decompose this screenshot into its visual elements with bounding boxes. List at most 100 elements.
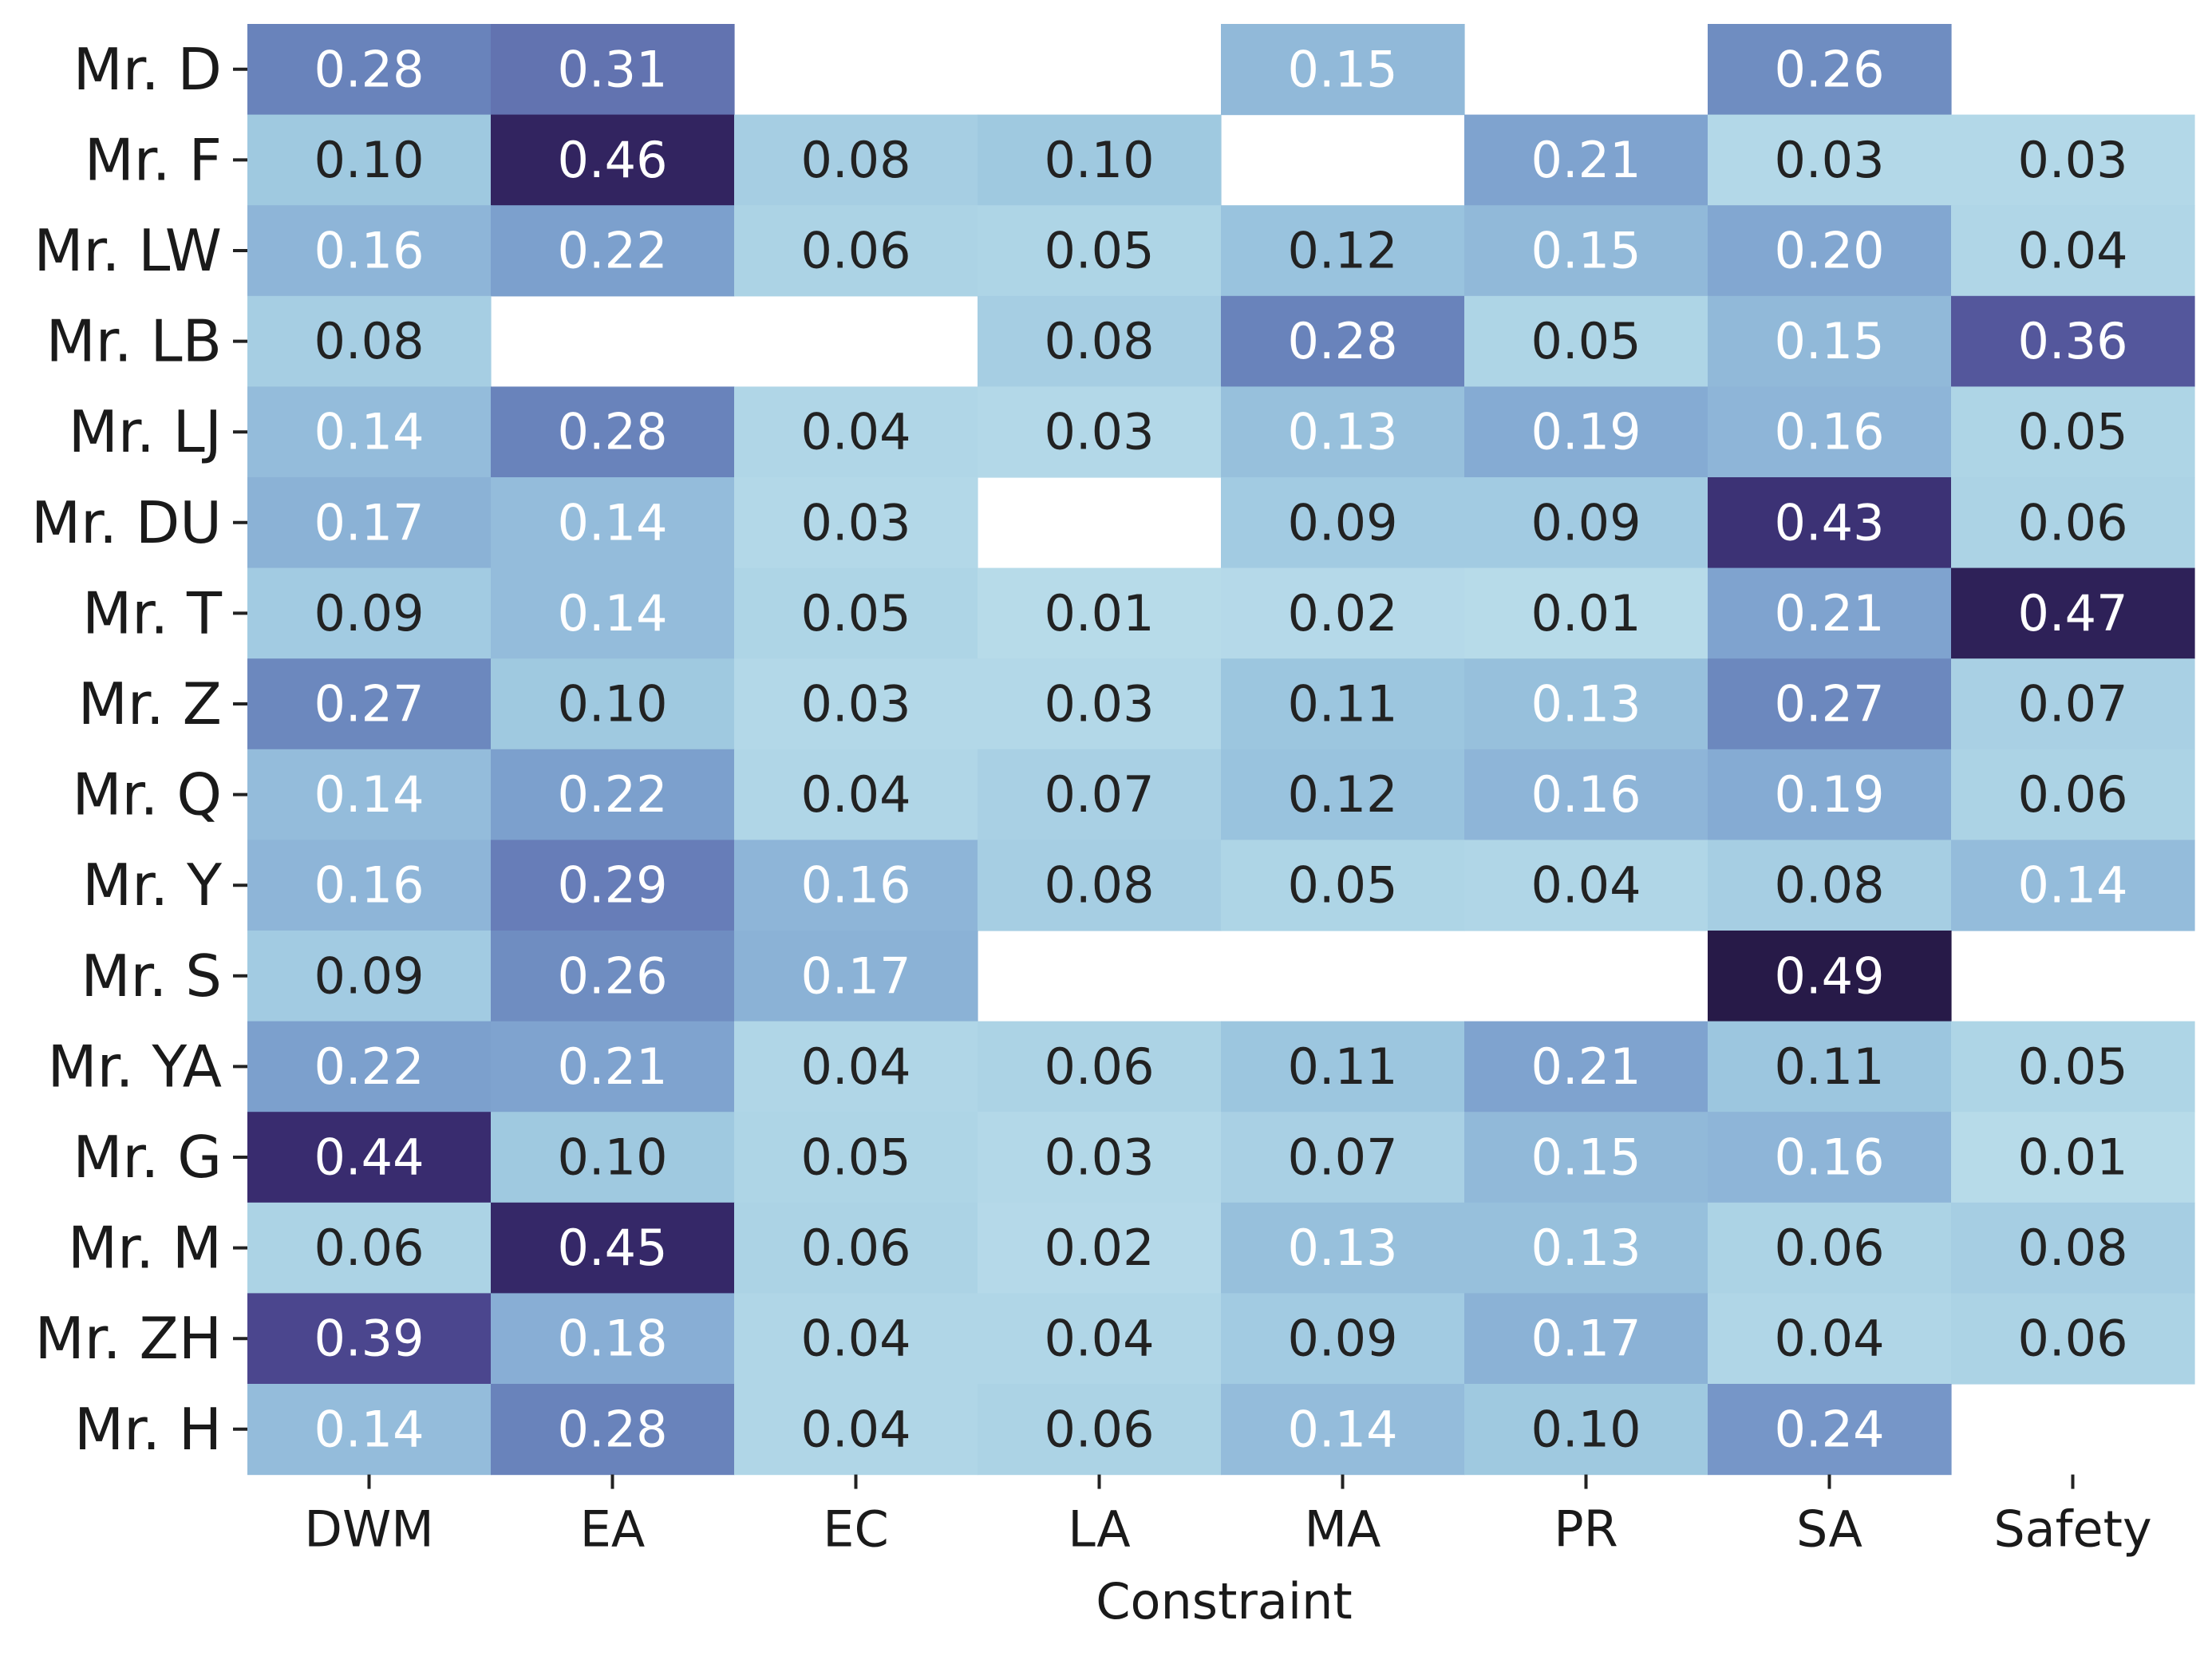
cell-mr-q-ec <box>734 749 978 840</box>
cell-mr-du-safety <box>1951 477 2195 569</box>
cell-mr-g-dwm <box>247 1112 492 1203</box>
cell-mr-y-pr <box>1464 840 1708 931</box>
cell-mr-s-ea <box>491 931 735 1022</box>
cell-mr-q-ma <box>1221 749 1465 840</box>
cell-label-mr-zh-sa: 0.04 <box>1774 1310 1884 1368</box>
cell-label-mr-zh-safety: 0.06 <box>2017 1310 2127 1368</box>
y-tick-label-mr-s: Mr. S <box>81 943 222 1010</box>
cell-mr-du-dwm <box>247 477 492 569</box>
cell-mr-lj-ec <box>734 386 978 478</box>
cell-mr-lb-dwm <box>247 295 492 387</box>
cell-label-mr-t-sa: 0.21 <box>1774 584 1884 642</box>
cell-label-mr-z-ma: 0.11 <box>1287 675 1397 733</box>
cell-label-mr-y-ea: 0.29 <box>557 856 667 915</box>
cell-label-mr-q-la: 0.07 <box>1044 765 1154 824</box>
cell-label-mr-lj-safety: 0.05 <box>2017 403 2127 461</box>
cell-label-mr-lw-ec: 0.06 <box>800 222 910 280</box>
cell-label-mr-t-ec: 0.05 <box>800 584 910 642</box>
cell-label-mr-m-ma: 0.13 <box>1287 1219 1397 1277</box>
cell-mr-d-ma <box>1221 24 1465 116</box>
y-tick-label-mr-h: Mr. H <box>74 1396 222 1463</box>
cell-label-mr-ya-safety: 0.05 <box>2017 1037 2127 1096</box>
cell-label-mr-f-pr: 0.21 <box>1531 131 1641 189</box>
cell-label-mr-m-la: 0.02 <box>1044 1219 1154 1277</box>
cell-label-mr-ya-la: 0.06 <box>1044 1037 1154 1096</box>
cell-mr-lj-pr <box>1464 386 1708 478</box>
cell-label-mr-t-la: 0.01 <box>1044 584 1154 642</box>
cell-mr-h-la <box>978 1384 1222 1476</box>
cell-mr-g-ea <box>491 1112 735 1203</box>
cell-mr-du-pr <box>1464 477 1708 569</box>
cell-mr-lj-dwm <box>247 386 492 478</box>
cell-label-mr-g-dwm: 0.44 <box>314 1128 424 1187</box>
cell-mr-q-sa <box>1708 749 1952 840</box>
cell-mr-f-pr <box>1464 114 1708 206</box>
cell-mr-q-la <box>978 749 1222 840</box>
cell-label-mr-s-sa: 0.49 <box>1774 947 1884 1005</box>
cell-label-mr-f-ec: 0.08 <box>800 131 910 189</box>
cell-mr-h-ma <box>1221 1384 1465 1476</box>
x-axis-label: Constraint <box>1096 1572 1352 1630</box>
cell-label-mr-t-ma: 0.02 <box>1287 584 1397 642</box>
cell-mr-zh-ea <box>491 1293 735 1385</box>
cell-label-mr-q-ea: 0.22 <box>557 765 667 824</box>
cell-mr-y-ec <box>734 840 978 931</box>
cell-mr-g-la <box>978 1112 1222 1203</box>
cell-mr-zh-la <box>978 1293 1222 1385</box>
cell-label-mr-lb-la: 0.08 <box>1044 312 1154 370</box>
cell-mr-d-sa <box>1708 24 1952 116</box>
cell-label-mr-z-sa: 0.27 <box>1774 675 1884 733</box>
cell-mr-z-dwm <box>247 658 492 750</box>
cell-mr-lw-ec <box>734 205 978 297</box>
cell-label-mr-lj-dwm: 0.14 <box>314 403 424 461</box>
cell-mr-t-la <box>978 567 1222 659</box>
cell-label-mr-y-dwm: 0.16 <box>314 856 424 915</box>
cell-mr-z-ec <box>734 658 978 750</box>
cell-label-mr-lw-sa: 0.20 <box>1774 222 1884 280</box>
cell-mr-du-sa <box>1708 477 1952 569</box>
cell-label-mr-zh-pr: 0.17 <box>1531 1310 1641 1368</box>
cell-label-mr-f-safety: 0.03 <box>2017 131 2127 189</box>
cell-label-mr-g-sa: 0.16 <box>1774 1128 1884 1187</box>
cell-mr-ya-ec <box>734 1021 978 1113</box>
cell-mr-d-dwm <box>247 24 492 116</box>
cell-label-mr-d-ma: 0.15 <box>1287 40 1397 98</box>
cell-mr-du-ec <box>734 477 978 569</box>
cell-label-mr-zh-ec: 0.04 <box>800 1310 910 1368</box>
cell-label-mr-m-sa: 0.06 <box>1774 1219 1884 1277</box>
cell-label-mr-g-la: 0.03 <box>1044 1128 1154 1187</box>
cell-label-mr-z-la: 0.03 <box>1044 675 1154 733</box>
cell-label-mr-du-dwm: 0.17 <box>314 493 424 551</box>
y-tick-label-mr-lj: Mr. LJ <box>69 398 222 465</box>
cell-mr-m-ec <box>734 1202 978 1294</box>
cell-mr-z-sa <box>1708 658 1952 750</box>
cell-mr-ya-sa <box>1708 1021 1952 1113</box>
cell-mr-du-ea <box>491 477 735 569</box>
cell-label-mr-q-safety: 0.06 <box>2017 765 2127 824</box>
cell-label-mr-h-pr: 0.10 <box>1531 1400 1641 1458</box>
cell-label-mr-h-ma: 0.14 <box>1287 1400 1397 1458</box>
cell-label-mr-s-ea: 0.26 <box>557 947 667 1005</box>
cell-label-mr-lw-pr: 0.15 <box>1531 222 1641 280</box>
y-tick-label-mr-ya: Mr. YA <box>47 1033 222 1100</box>
cell-label-mr-lw-la: 0.05 <box>1044 222 1154 280</box>
cell-mr-g-ma <box>1221 1112 1465 1203</box>
cell-mr-lb-ma <box>1221 295 1465 387</box>
cell-mr-q-ea <box>491 749 735 840</box>
cell-mr-h-pr <box>1464 1384 1708 1476</box>
cell-mr-lj-ea <box>491 386 735 478</box>
y-tick-label-mr-d: Mr. D <box>73 36 222 103</box>
y-tick-label-mr-lb: Mr. LB <box>46 308 222 375</box>
cell-label-mr-y-ma: 0.05 <box>1287 856 1397 915</box>
cell-mr-ya-dwm <box>247 1021 492 1113</box>
cell-label-mr-f-dwm: 0.10 <box>314 131 424 189</box>
cell-label-mr-q-dwm: 0.14 <box>314 765 424 824</box>
cell-mr-h-ea <box>491 1384 735 1476</box>
cell-label-mr-h-sa: 0.24 <box>1774 1400 1884 1458</box>
cell-label-mr-lw-safety: 0.04 <box>2017 222 2127 280</box>
cell-mr-lw-dwm <box>247 205 492 297</box>
cell-mr-q-pr <box>1464 749 1708 840</box>
cell-mr-f-ea <box>491 114 735 206</box>
cell-label-mr-lj-la: 0.03 <box>1044 403 1154 461</box>
cell-label-mr-lb-safety: 0.36 <box>2017 312 2127 370</box>
